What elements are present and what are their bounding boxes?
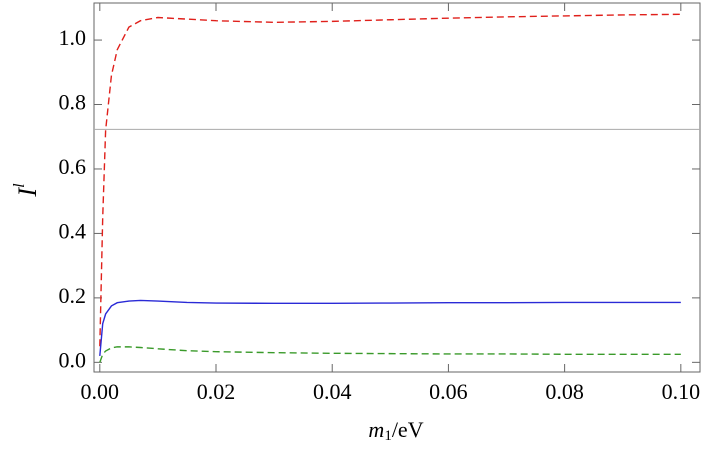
- series-line: [99, 346, 681, 363]
- x-tick-label: 0.00: [81, 379, 120, 404]
- y-label-superscript: l: [11, 183, 28, 188]
- series-line: [99, 299, 681, 356]
- x-tick-label: 0.10: [662, 379, 701, 404]
- y-axis-label: Il: [11, 183, 42, 198]
- y-tick-label: 0.2: [59, 283, 87, 308]
- x-label-unit: /eV: [392, 417, 424, 442]
- x-tick-label: 0.06: [429, 379, 468, 404]
- y-tick-label: 0.0: [59, 347, 87, 372]
- y-label-symbol: I: [13, 187, 42, 198]
- x-tick-label: 0.04: [313, 379, 352, 404]
- x-tick-label: 0.02: [197, 379, 236, 404]
- y-tick-label: 0.6: [59, 154, 87, 179]
- x-axis-label: m1/eV: [368, 417, 423, 444]
- y-tick-label: 0.4: [59, 218, 87, 243]
- series-line: [99, 13, 681, 347]
- y-tick-label: 1.0: [59, 25, 87, 50]
- y-tick-label: 0.8: [59, 90, 87, 115]
- x-label-subscript: 1: [384, 428, 392, 444]
- x-tick-label: 0.08: [545, 379, 584, 404]
- x-label-symbol: m: [368, 417, 384, 442]
- plot-frame: [93, 2, 701, 373]
